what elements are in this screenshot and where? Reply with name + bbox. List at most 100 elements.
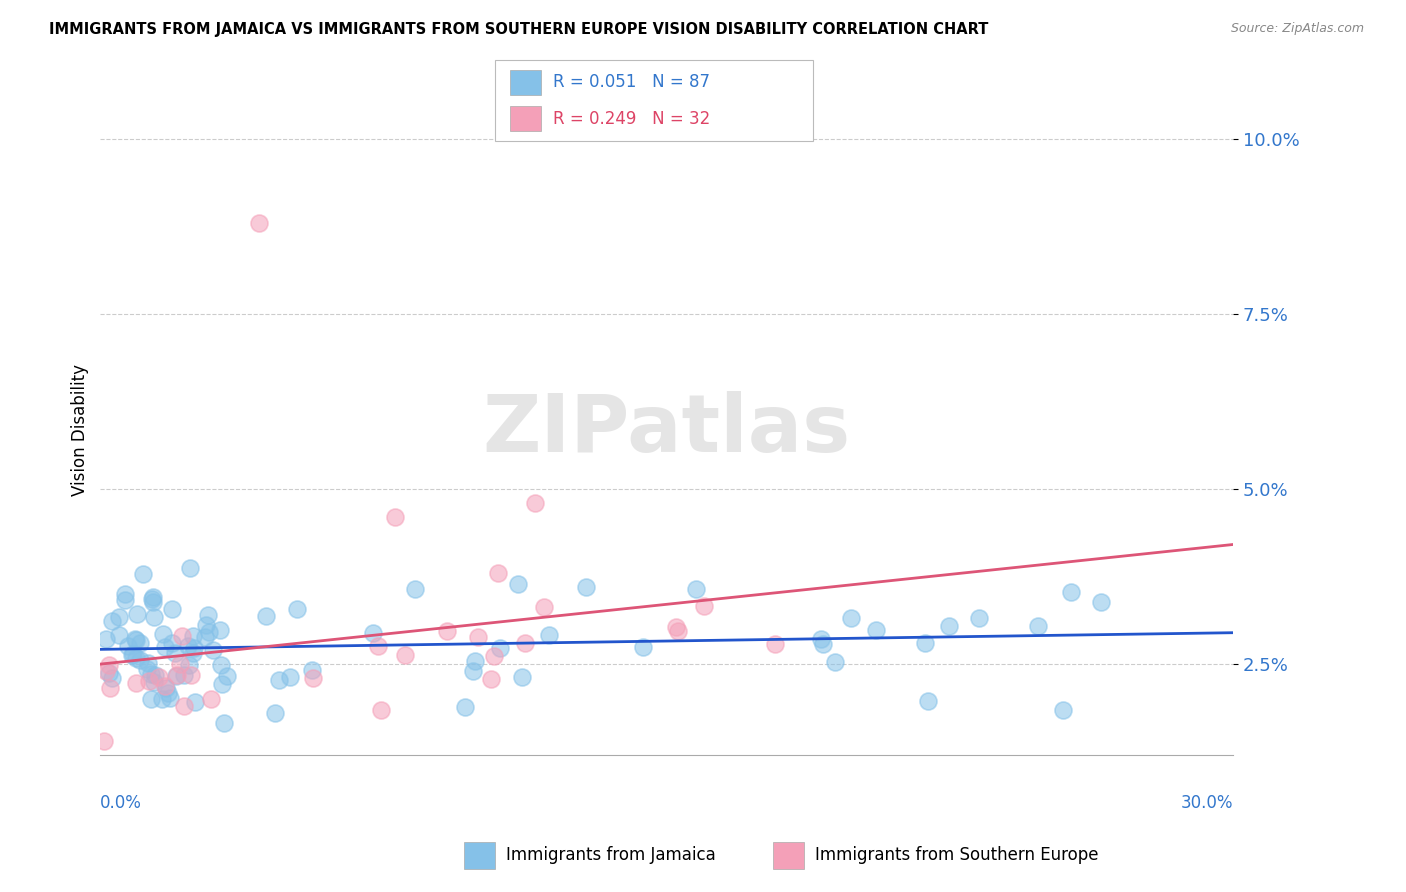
Point xyxy=(156,685,179,699)
Point xyxy=(302,671,325,685)
Point xyxy=(665,619,688,633)
Point xyxy=(153,640,176,655)
Point xyxy=(865,623,887,637)
Point xyxy=(139,691,162,706)
Point xyxy=(538,628,561,642)
Point xyxy=(209,623,232,637)
Point xyxy=(1060,585,1083,599)
Point xyxy=(181,629,204,643)
Point xyxy=(824,655,846,669)
Point xyxy=(142,595,165,609)
Text: IMMIGRANTS FROM JAMAICA VS IMMIGRANTS FROM SOUTHERN EUROPE VISION DISABILITY COR: IMMIGRANTS FROM JAMAICA VS IMMIGRANTS FR… xyxy=(49,22,988,37)
Point xyxy=(215,668,238,682)
Point xyxy=(107,627,129,641)
Point xyxy=(1090,595,1112,609)
Point xyxy=(1026,619,1049,633)
Point xyxy=(155,681,177,696)
Point xyxy=(173,668,195,682)
Point xyxy=(101,671,124,685)
Point xyxy=(938,619,960,633)
Point xyxy=(114,587,136,601)
Point xyxy=(127,607,149,622)
Point xyxy=(148,669,170,683)
Point xyxy=(914,635,936,649)
Point xyxy=(195,617,218,632)
Point xyxy=(515,636,537,650)
Point xyxy=(93,734,115,748)
Point xyxy=(160,636,183,650)
Point xyxy=(361,625,384,640)
Point xyxy=(101,614,124,628)
Point xyxy=(94,665,117,679)
Point xyxy=(179,561,201,575)
Point xyxy=(247,216,270,230)
Point xyxy=(197,607,219,622)
Point xyxy=(512,670,534,684)
Point xyxy=(201,643,224,657)
Point xyxy=(183,640,205,655)
Text: ZIPatlas: ZIPatlas xyxy=(482,391,851,469)
Point xyxy=(136,656,159,670)
Point xyxy=(810,632,832,647)
Point xyxy=(180,668,202,682)
Point xyxy=(98,666,121,681)
Point xyxy=(278,670,301,684)
Text: 0.0%: 0.0% xyxy=(100,795,142,813)
Point xyxy=(129,636,152,650)
Point xyxy=(194,630,217,644)
Point xyxy=(811,637,834,651)
Point xyxy=(152,627,174,641)
Point xyxy=(211,677,233,691)
Point xyxy=(153,679,176,693)
Point xyxy=(173,698,195,713)
Point xyxy=(125,632,148,647)
Point xyxy=(267,673,290,688)
Point xyxy=(129,653,152,667)
Point xyxy=(631,640,654,654)
Point xyxy=(160,601,183,615)
Point xyxy=(121,648,143,662)
Point xyxy=(489,641,512,656)
Point xyxy=(486,566,509,580)
Point xyxy=(454,699,477,714)
Point xyxy=(143,675,166,690)
Point xyxy=(367,640,389,654)
Point xyxy=(169,657,191,672)
Point xyxy=(122,647,145,661)
Point xyxy=(136,662,159,676)
Point xyxy=(436,624,458,639)
Point xyxy=(165,669,187,683)
Point xyxy=(166,667,188,681)
Point xyxy=(384,510,406,524)
Point xyxy=(143,667,166,681)
Point xyxy=(533,599,555,614)
Point xyxy=(125,676,148,690)
Point xyxy=(181,646,204,660)
Point xyxy=(172,629,194,643)
Point xyxy=(1052,703,1074,717)
Point xyxy=(150,692,173,706)
Point xyxy=(108,610,131,624)
Point xyxy=(98,681,121,696)
Point xyxy=(482,649,505,664)
Point xyxy=(479,673,502,687)
Point xyxy=(917,694,939,708)
Point xyxy=(263,706,285,721)
Point xyxy=(209,657,232,672)
Text: Immigrants from Southern Europe: Immigrants from Southern Europe xyxy=(815,847,1099,864)
Point xyxy=(179,657,201,672)
Point xyxy=(163,646,186,660)
Point xyxy=(142,609,165,624)
Text: R = 0.249   N = 32: R = 0.249 N = 32 xyxy=(553,110,710,128)
Point xyxy=(763,637,786,651)
Point xyxy=(176,639,198,653)
Point xyxy=(124,632,146,646)
Point xyxy=(370,703,392,717)
Point xyxy=(506,577,529,591)
Point xyxy=(463,665,485,679)
Text: Source: ZipAtlas.com: Source: ZipAtlas.com xyxy=(1230,22,1364,36)
Point xyxy=(523,496,546,510)
Point xyxy=(404,582,426,597)
Text: Immigrants from Jamaica: Immigrants from Jamaica xyxy=(506,847,716,864)
Text: 30.0%: 30.0% xyxy=(1181,795,1233,813)
